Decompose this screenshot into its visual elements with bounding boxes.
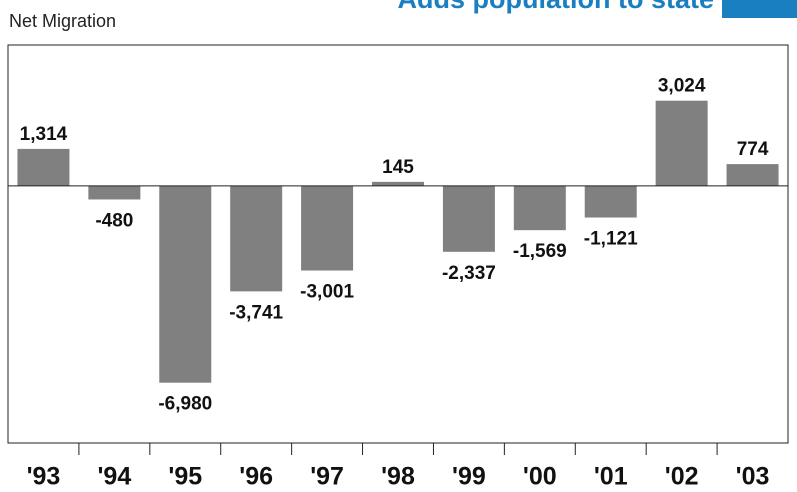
chart-title: Adds population to state [398, 0, 715, 14]
x-tick-label: '03 [736, 463, 770, 491]
x-tick-label: '95 [168, 463, 202, 491]
value-label: 774 [737, 139, 769, 160]
value-label: -3,001 [300, 282, 354, 303]
bar [17, 148, 70, 186]
x-tick-label: '93 [27, 463, 61, 491]
value-label: -3,741 [229, 302, 283, 323]
bar [584, 185, 637, 218]
bar [726, 164, 779, 186]
bar [442, 185, 495, 252]
bar [159, 185, 212, 383]
x-tick-label: '00 [523, 463, 557, 491]
x-tick-label: '98 [381, 463, 415, 491]
bar [301, 185, 354, 271]
bar [655, 100, 708, 186]
value-label: -1,569 [513, 241, 567, 262]
value-label: 145 [382, 157, 414, 178]
x-tick-label: '01 [594, 463, 628, 491]
value-label: 3,024 [658, 76, 706, 97]
x-tick-label: '96 [239, 463, 273, 491]
value-label: -480 [95, 210, 133, 231]
value-label: -6,980 [158, 394, 212, 415]
x-tick-label: '97 [310, 463, 344, 491]
value-label: 1,314 [20, 124, 68, 145]
x-tick-label: '94 [97, 463, 131, 491]
title-accent [722, 0, 797, 18]
plot-frame [7, 44, 789, 444]
bar [230, 185, 283, 292]
x-tick-label: '99 [452, 463, 486, 491]
value-label: -2,337 [442, 263, 496, 284]
value-label: -1,121 [584, 229, 638, 250]
bar [88, 185, 141, 200]
bar [513, 185, 566, 231]
bar [372, 181, 424, 186]
x-tick-label: '02 [665, 463, 699, 491]
chart-subtitle: Net Migration [9, 11, 116, 31]
